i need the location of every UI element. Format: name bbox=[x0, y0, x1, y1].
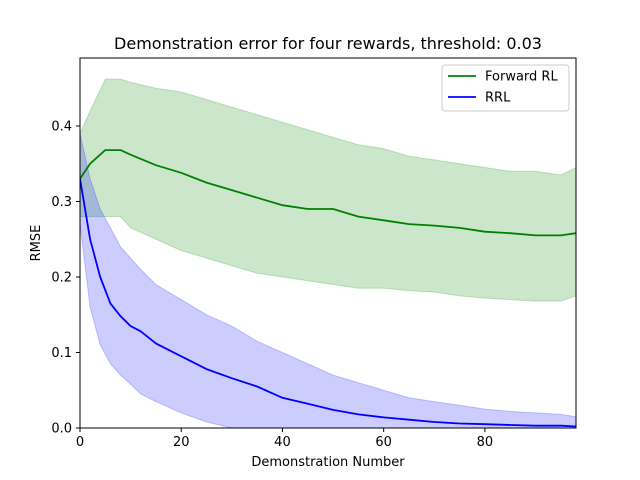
series-rrl-line bbox=[80, 178, 576, 428]
legend: Forward RL RRL bbox=[441, 64, 570, 112]
y-tick-label: 0.4 bbox=[51, 119, 72, 134]
legend-label-forward-rl: Forward RL bbox=[485, 70, 558, 85]
y-tick-label: 0.0 bbox=[51, 422, 72, 437]
series-forward-rl-line bbox=[80, 149, 576, 237]
x-tick-label: 60 bbox=[375, 435, 392, 450]
y-axis-title: RMSE bbox=[29, 225, 44, 262]
x-tick-label: 80 bbox=[477, 435, 494, 450]
x-tick-label: 0 bbox=[76, 435, 84, 450]
chart-title: Demonstration error for four rewards, th… bbox=[114, 34, 542, 53]
y-tick-label: 0.1 bbox=[51, 346, 72, 361]
y-tick-label: 0.3 bbox=[51, 195, 72, 210]
x-axis-title: Demonstration Number bbox=[251, 455, 405, 470]
series-forward-rl-band bbox=[80, 78, 576, 302]
y-tick-label: 0.2 bbox=[51, 270, 72, 285]
plot-area bbox=[80, 78, 576, 428]
x-tick-label: 40 bbox=[274, 435, 291, 450]
axes: 0 20 40 60 80 0.0 0.1 0.2 0.3 0.4 bbox=[51, 57, 577, 450]
x-tick-label: 20 bbox=[173, 435, 190, 450]
plot-frame bbox=[79, 57, 577, 429]
series-rrl-band bbox=[80, 133, 576, 428]
legend-label-rrl: RRL bbox=[485, 91, 511, 106]
